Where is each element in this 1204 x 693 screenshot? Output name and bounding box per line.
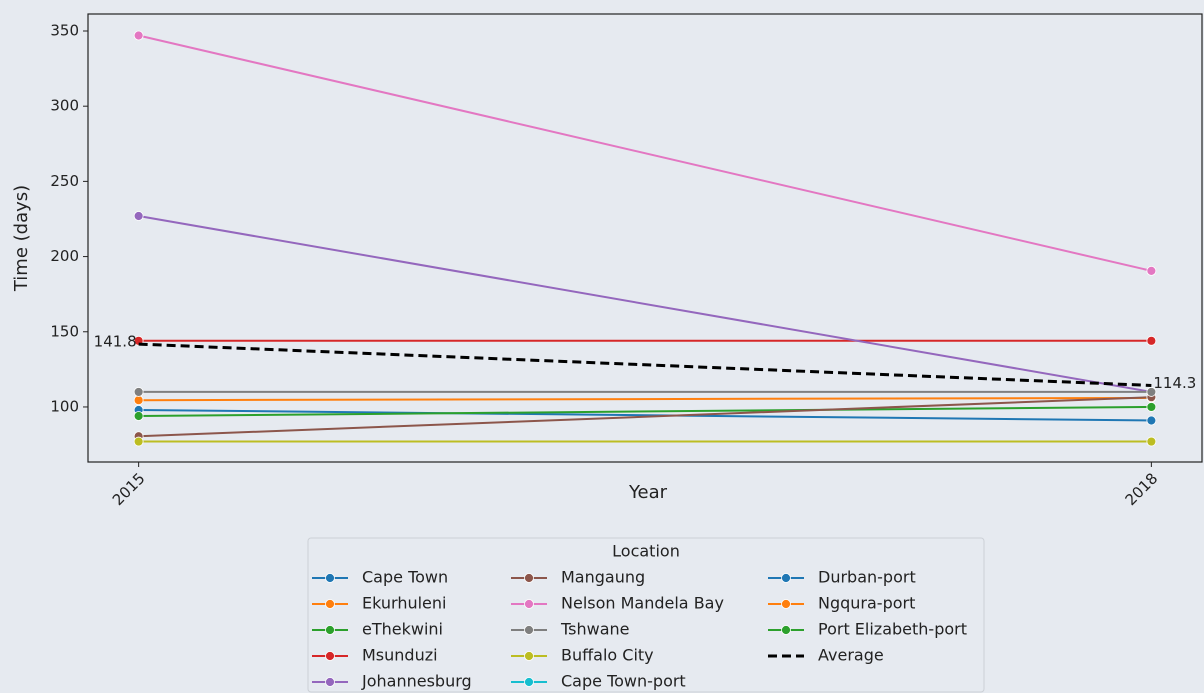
legend bbox=[307, 537, 985, 693]
series-line bbox=[138, 214, 1152, 393]
legend-marker bbox=[524, 599, 534, 609]
data-point bbox=[133, 211, 144, 221]
legend-marker bbox=[781, 625, 791, 635]
legend-label: Cape Town-port bbox=[561, 672, 686, 691]
legend-label: Johannesburg bbox=[361, 672, 472, 691]
legend-marker bbox=[781, 599, 791, 609]
series-line bbox=[138, 405, 1152, 417]
plot-area bbox=[87, 13, 1203, 463]
legend-marker bbox=[524, 677, 534, 687]
legend-marker bbox=[524, 651, 534, 661]
data-point bbox=[1146, 335, 1157, 346]
legend-marker bbox=[325, 651, 335, 661]
legend-marker bbox=[325, 677, 335, 687]
legend-label: Mangaung bbox=[561, 568, 645, 587]
series-line bbox=[138, 342, 1152, 387]
data-point bbox=[133, 436, 144, 447]
legend-label: Durban-port bbox=[818, 568, 916, 587]
data-point bbox=[1146, 415, 1157, 426]
series-line bbox=[138, 396, 1152, 402]
value-label: 114.3 bbox=[1153, 374, 1196, 392]
legend-marker bbox=[524, 573, 534, 583]
y-tick-label: 200 bbox=[50, 247, 79, 265]
legend-marker bbox=[781, 573, 791, 583]
x-tick-label: 2018 bbox=[1122, 469, 1162, 509]
y-tick-label: 350 bbox=[50, 21, 79, 39]
legend-marker bbox=[325, 599, 335, 609]
data-point bbox=[133, 411, 144, 421]
legend-label: eThekwini bbox=[362, 620, 443, 639]
y-tick-label: 100 bbox=[50, 397, 79, 415]
legend-label: Tshwane bbox=[560, 620, 629, 639]
legend-label: Msunduzi bbox=[362, 646, 438, 665]
data-point bbox=[1146, 265, 1157, 276]
y-tick-label: 150 bbox=[50, 322, 79, 340]
legend-label: Cape Town bbox=[362, 568, 448, 587]
legend-title: Location bbox=[612, 542, 680, 561]
data-point bbox=[133, 387, 144, 397]
x-tick-label: 2015 bbox=[109, 469, 149, 509]
legend-label: Ngqura-port bbox=[818, 594, 915, 613]
data-point bbox=[133, 395, 144, 406]
y-axis-label: Time (days) bbox=[11, 185, 32, 292]
value-label: 141.8 bbox=[94, 333, 137, 351]
legend-label: Nelson Mandela Bay bbox=[561, 594, 724, 613]
legend-label: Ekurhuleni bbox=[362, 594, 446, 613]
legend-marker bbox=[325, 625, 335, 635]
series-line bbox=[138, 34, 1152, 272]
data-point bbox=[1146, 387, 1157, 397]
legend-marker bbox=[524, 625, 534, 635]
data-point bbox=[1146, 402, 1157, 412]
y-tick-label: 300 bbox=[50, 97, 79, 115]
legend-label: Average bbox=[818, 646, 884, 665]
series-line bbox=[138, 408, 1152, 422]
series-line bbox=[138, 396, 1152, 438]
legend-marker bbox=[325, 573, 335, 583]
legend-label: Buffalo City bbox=[561, 646, 654, 665]
data-point bbox=[133, 30, 144, 41]
data-point bbox=[1146, 436, 1157, 447]
y-tick-label: 250 bbox=[50, 172, 79, 190]
x-axis-label: Year bbox=[628, 482, 668, 503]
legend-label: Port Elizabeth-port bbox=[818, 620, 967, 639]
